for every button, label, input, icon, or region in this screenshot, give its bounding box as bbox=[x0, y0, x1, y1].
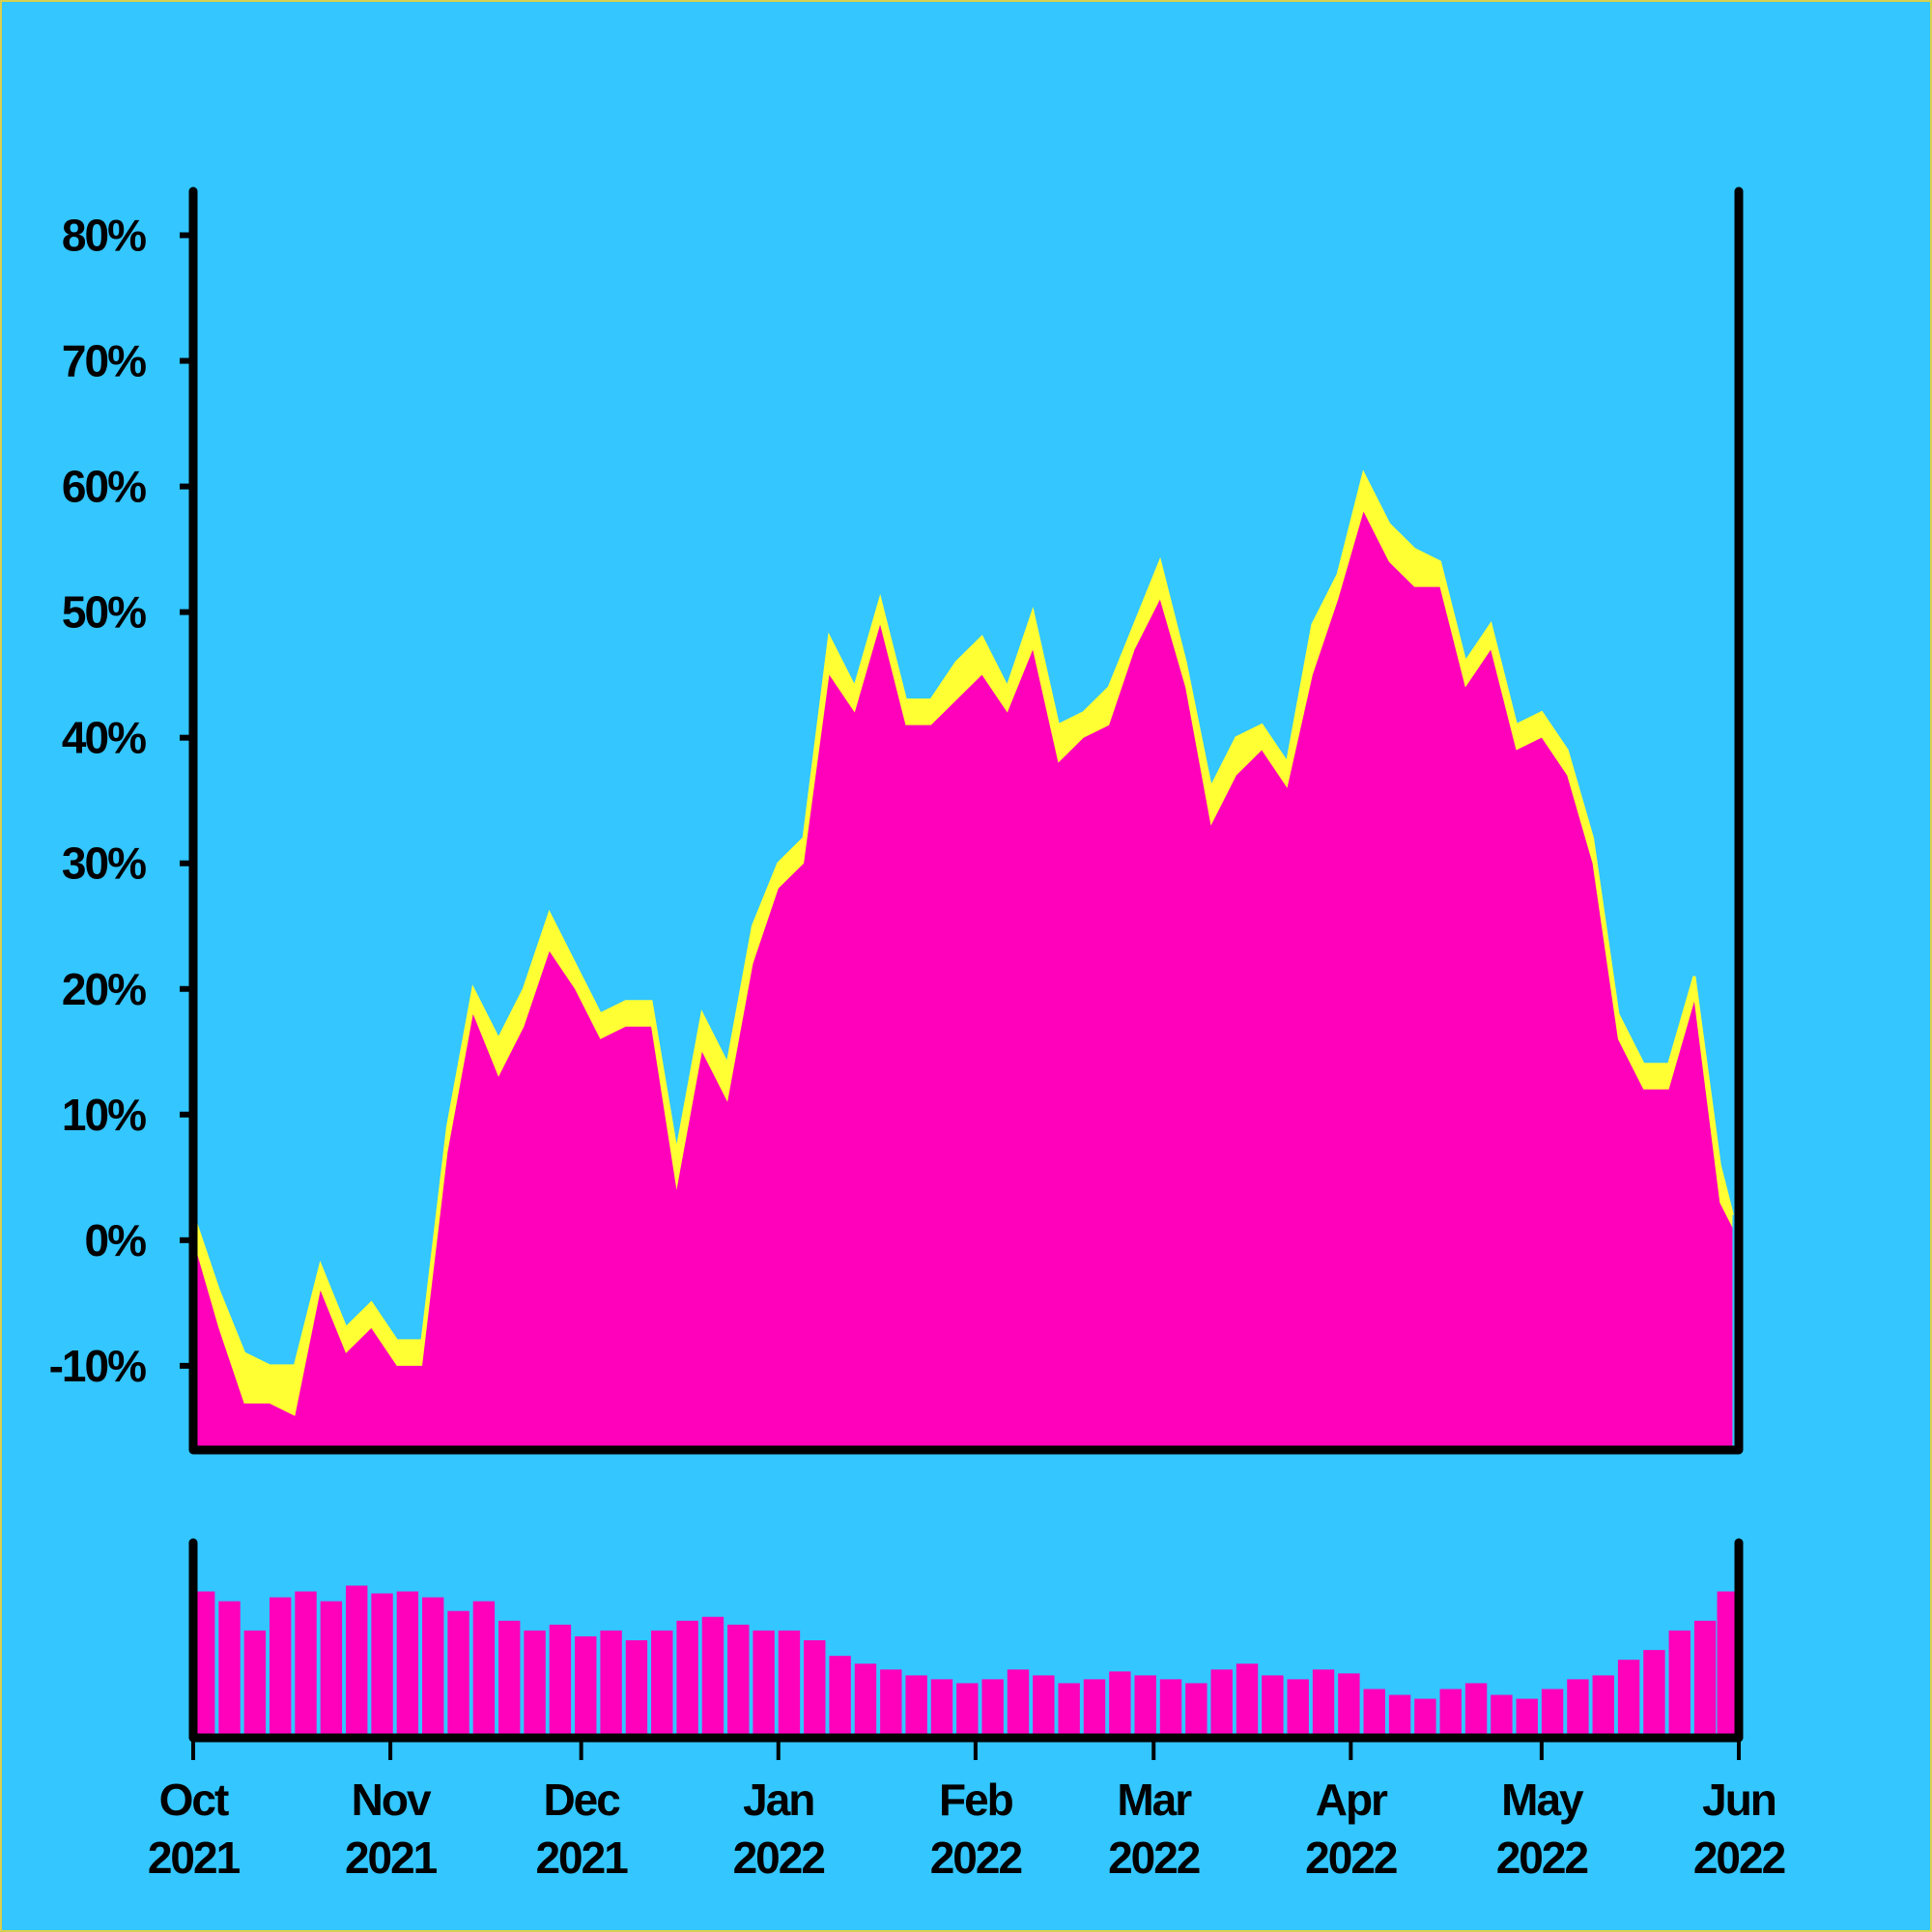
bar bbox=[1668, 1630, 1690, 1738]
y-tick-label: -10% bbox=[49, 1341, 146, 1391]
bar bbox=[1541, 1689, 1564, 1738]
bar bbox=[524, 1630, 546, 1738]
bar bbox=[829, 1656, 851, 1738]
bar bbox=[1363, 1689, 1385, 1738]
bar bbox=[676, 1620, 698, 1738]
y-tick-label: 40% bbox=[62, 713, 146, 763]
bar bbox=[880, 1669, 902, 1738]
y-tick-label: 60% bbox=[62, 462, 146, 512]
y-tick-label: 80% bbox=[62, 211, 146, 261]
bar bbox=[422, 1597, 444, 1738]
bar bbox=[1388, 1694, 1411, 1738]
bar bbox=[1693, 1620, 1717, 1738]
bar bbox=[804, 1640, 826, 1738]
bar bbox=[193, 1591, 215, 1738]
bar bbox=[371, 1593, 393, 1738]
bar bbox=[1592, 1675, 1614, 1738]
area bbox=[193, 511, 1733, 1450]
bar bbox=[1567, 1679, 1589, 1738]
x-tick-label: Mar 2022 bbox=[1108, 1775, 1200, 1883]
bar bbox=[295, 1591, 317, 1738]
y-tick-label: 20% bbox=[62, 964, 146, 1014]
bar bbox=[1439, 1689, 1462, 1738]
bar bbox=[753, 1630, 775, 1738]
bar bbox=[1236, 1663, 1259, 1738]
bar bbox=[930, 1679, 953, 1738]
y-tick-label: 70% bbox=[62, 336, 146, 386]
bar bbox=[1338, 1673, 1360, 1738]
bar bbox=[1262, 1675, 1284, 1738]
axis-frame bbox=[188, 186, 1744, 1455]
x-tick-label: May 2022 bbox=[1496, 1775, 1588, 1883]
bar bbox=[1617, 1660, 1640, 1738]
y-tick-label: 50% bbox=[62, 587, 146, 638]
x-tick-label: Nov 2021 bbox=[345, 1775, 438, 1883]
bar bbox=[1210, 1669, 1233, 1738]
bar bbox=[447, 1610, 469, 1738]
x-tick-label: Apr 2022 bbox=[1305, 1775, 1397, 1883]
axis-frame bbox=[188, 1538, 1744, 1743]
bar bbox=[1464, 1683, 1488, 1738]
y-tick-label: 10% bbox=[62, 1090, 146, 1140]
bar bbox=[320, 1601, 343, 1738]
bar bbox=[727, 1624, 750, 1738]
bar bbox=[956, 1683, 979, 1738]
bar bbox=[575, 1635, 597, 1738]
line bbox=[191, 469, 1734, 1368]
bar bbox=[625, 1640, 648, 1738]
bar bbox=[396, 1591, 419, 1738]
bar bbox=[1287, 1679, 1309, 1738]
bar bbox=[1312, 1669, 1335, 1738]
bar bbox=[1109, 1671, 1131, 1738]
y-tick-label: 30% bbox=[62, 838, 146, 889]
bar bbox=[1159, 1679, 1182, 1738]
bar bbox=[218, 1601, 241, 1738]
x-tick-label: Feb 2022 bbox=[930, 1775, 1022, 1883]
x-tick-label: Oct 2021 bbox=[148, 1775, 241, 1883]
bar bbox=[1414, 1698, 1436, 1738]
x-tick-label: Jan 2022 bbox=[733, 1775, 825, 1883]
bar bbox=[1717, 1591, 1739, 1738]
bar bbox=[854, 1663, 877, 1738]
x-tick-label: Jun 2022 bbox=[1693, 1775, 1785, 1883]
bar bbox=[1033, 1675, 1055, 1738]
bar bbox=[778, 1630, 801, 1738]
bar bbox=[243, 1630, 267, 1738]
bar bbox=[346, 1585, 368, 1738]
bar bbox=[549, 1624, 572, 1738]
bar bbox=[1185, 1683, 1208, 1738]
bar bbox=[651, 1630, 673, 1738]
bar bbox=[498, 1620, 521, 1738]
bar bbox=[905, 1675, 927, 1738]
bar bbox=[1058, 1683, 1080, 1738]
x-tick-label: Dec 2021 bbox=[535, 1775, 628, 1883]
bar bbox=[1083, 1679, 1106, 1738]
bar bbox=[1491, 1694, 1513, 1738]
bar bbox=[1516, 1698, 1538, 1738]
bar bbox=[270, 1597, 292, 1738]
y-tick-label: 0% bbox=[85, 1215, 147, 1265]
bar bbox=[600, 1630, 622, 1738]
bar bbox=[981, 1679, 1004, 1738]
bar bbox=[701, 1616, 724, 1738]
bar bbox=[1643, 1650, 1665, 1738]
bar bbox=[1134, 1675, 1156, 1738]
bar bbox=[1007, 1669, 1030, 1738]
bar bbox=[472, 1601, 496, 1738]
